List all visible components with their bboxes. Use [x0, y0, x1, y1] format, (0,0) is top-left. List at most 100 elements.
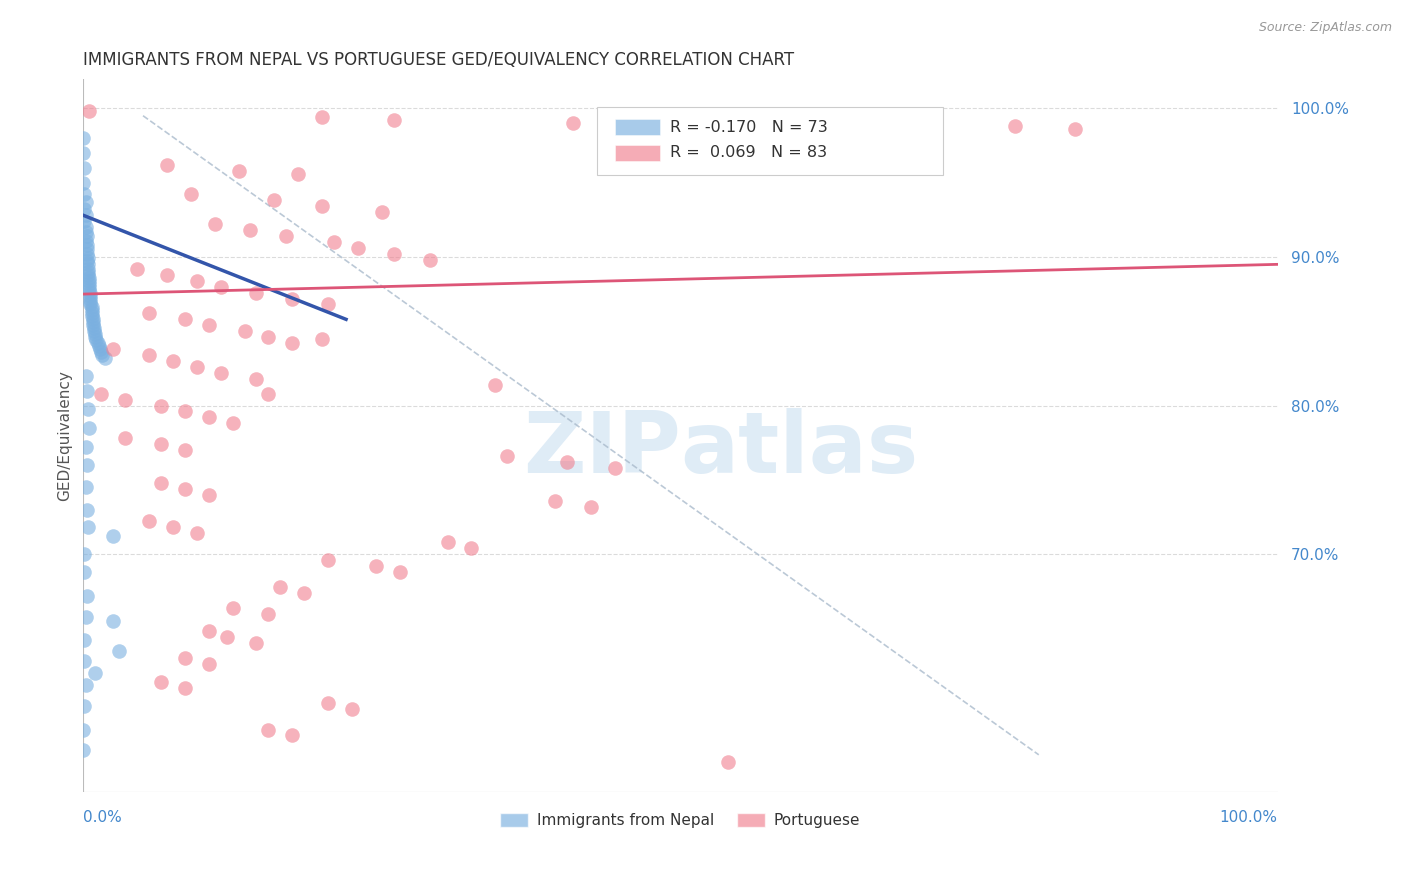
Point: [77, 270, 100, 285]
Point: [75, 368, 97, 383]
Point: [173, 482, 195, 496]
Point: [257, 386, 280, 401]
Point: [91, 348, 114, 362]
Point: [316, 297, 339, 311]
Point: [87, 339, 110, 353]
Point: [75, 678, 97, 692]
Point: [555, 455, 578, 469]
Point: [72, 145, 94, 160]
Point: [340, 702, 363, 716]
Point: [209, 366, 232, 380]
Point: [73, 547, 96, 561]
Point: [215, 631, 238, 645]
Point: [388, 565, 411, 579]
Point: [221, 417, 243, 431]
Point: [73, 214, 96, 228]
Point: [77, 252, 100, 266]
Point: [80, 306, 103, 320]
Point: [77, 104, 100, 119]
Point: [419, 252, 441, 267]
Point: [77, 268, 100, 282]
Point: [579, 500, 602, 514]
Point: [80, 303, 103, 318]
Text: atlas: atlas: [681, 408, 918, 491]
Point: [257, 607, 280, 621]
FancyBboxPatch shape: [614, 145, 661, 161]
Point: [173, 681, 195, 695]
Point: [76, 384, 98, 398]
Point: [287, 167, 309, 181]
Point: [80, 310, 103, 324]
Point: [73, 187, 96, 202]
Point: [76, 243, 98, 257]
Point: [173, 404, 195, 418]
Point: [245, 372, 267, 386]
Point: [77, 265, 100, 279]
Point: [101, 529, 124, 543]
Point: [281, 729, 304, 743]
Point: [72, 723, 94, 737]
Point: [77, 520, 100, 534]
Point: [197, 318, 219, 333]
Point: [257, 723, 280, 737]
Point: [101, 342, 124, 356]
Point: [281, 336, 304, 351]
Point: [228, 163, 250, 178]
Point: [125, 261, 148, 276]
Legend: Immigrants from Nepal, Portuguese: Immigrants from Nepal, Portuguese: [495, 807, 866, 834]
Point: [86, 336, 108, 351]
Point: [76, 254, 98, 268]
Point: [138, 348, 160, 362]
Point: [323, 235, 346, 249]
Point: [79, 285, 101, 300]
Point: [77, 261, 100, 276]
Point: [77, 421, 100, 435]
Point: [311, 110, 333, 124]
Text: 100.0%: 100.0%: [1219, 810, 1278, 825]
Point: [83, 324, 105, 338]
Point: [436, 535, 458, 549]
Point: [149, 475, 172, 490]
Point: [311, 199, 333, 213]
Point: [316, 696, 339, 710]
Point: [76, 247, 98, 261]
Point: [86, 333, 108, 347]
Point: [1004, 119, 1026, 133]
Point: [75, 234, 97, 248]
Point: [75, 208, 97, 222]
Point: [1063, 122, 1085, 136]
Point: [77, 274, 100, 288]
Text: ZIP: ZIP: [523, 408, 681, 491]
FancyBboxPatch shape: [598, 107, 943, 175]
Point: [75, 480, 97, 494]
Point: [73, 161, 96, 175]
Point: [75, 440, 97, 454]
Point: [197, 657, 219, 672]
Point: [460, 541, 482, 556]
Text: IMMIGRANTS FROM NEPAL VS PORTUGUESE GED/EQUIVALENCY CORRELATION CHART: IMMIGRANTS FROM NEPAL VS PORTUGUESE GED/…: [83, 51, 794, 69]
Point: [382, 113, 405, 128]
Point: [316, 553, 339, 567]
Point: [79, 288, 101, 302]
Point: [79, 297, 101, 311]
Point: [82, 312, 104, 326]
Point: [186, 526, 208, 541]
Point: [90, 386, 112, 401]
Point: [496, 449, 519, 463]
Point: [114, 431, 136, 445]
Point: [77, 279, 100, 293]
Point: [73, 565, 96, 579]
Point: [138, 306, 160, 320]
Point: [77, 277, 100, 291]
Point: [149, 399, 172, 413]
Point: [180, 187, 202, 202]
Point: [149, 437, 172, 451]
Point: [76, 502, 98, 516]
Point: [245, 285, 267, 300]
Point: [311, 332, 333, 346]
Point: [72, 743, 94, 757]
Text: R = -0.170   N = 73: R = -0.170 N = 73: [669, 120, 828, 135]
Point: [186, 359, 208, 374]
Point: [197, 488, 219, 502]
Point: [281, 292, 304, 306]
